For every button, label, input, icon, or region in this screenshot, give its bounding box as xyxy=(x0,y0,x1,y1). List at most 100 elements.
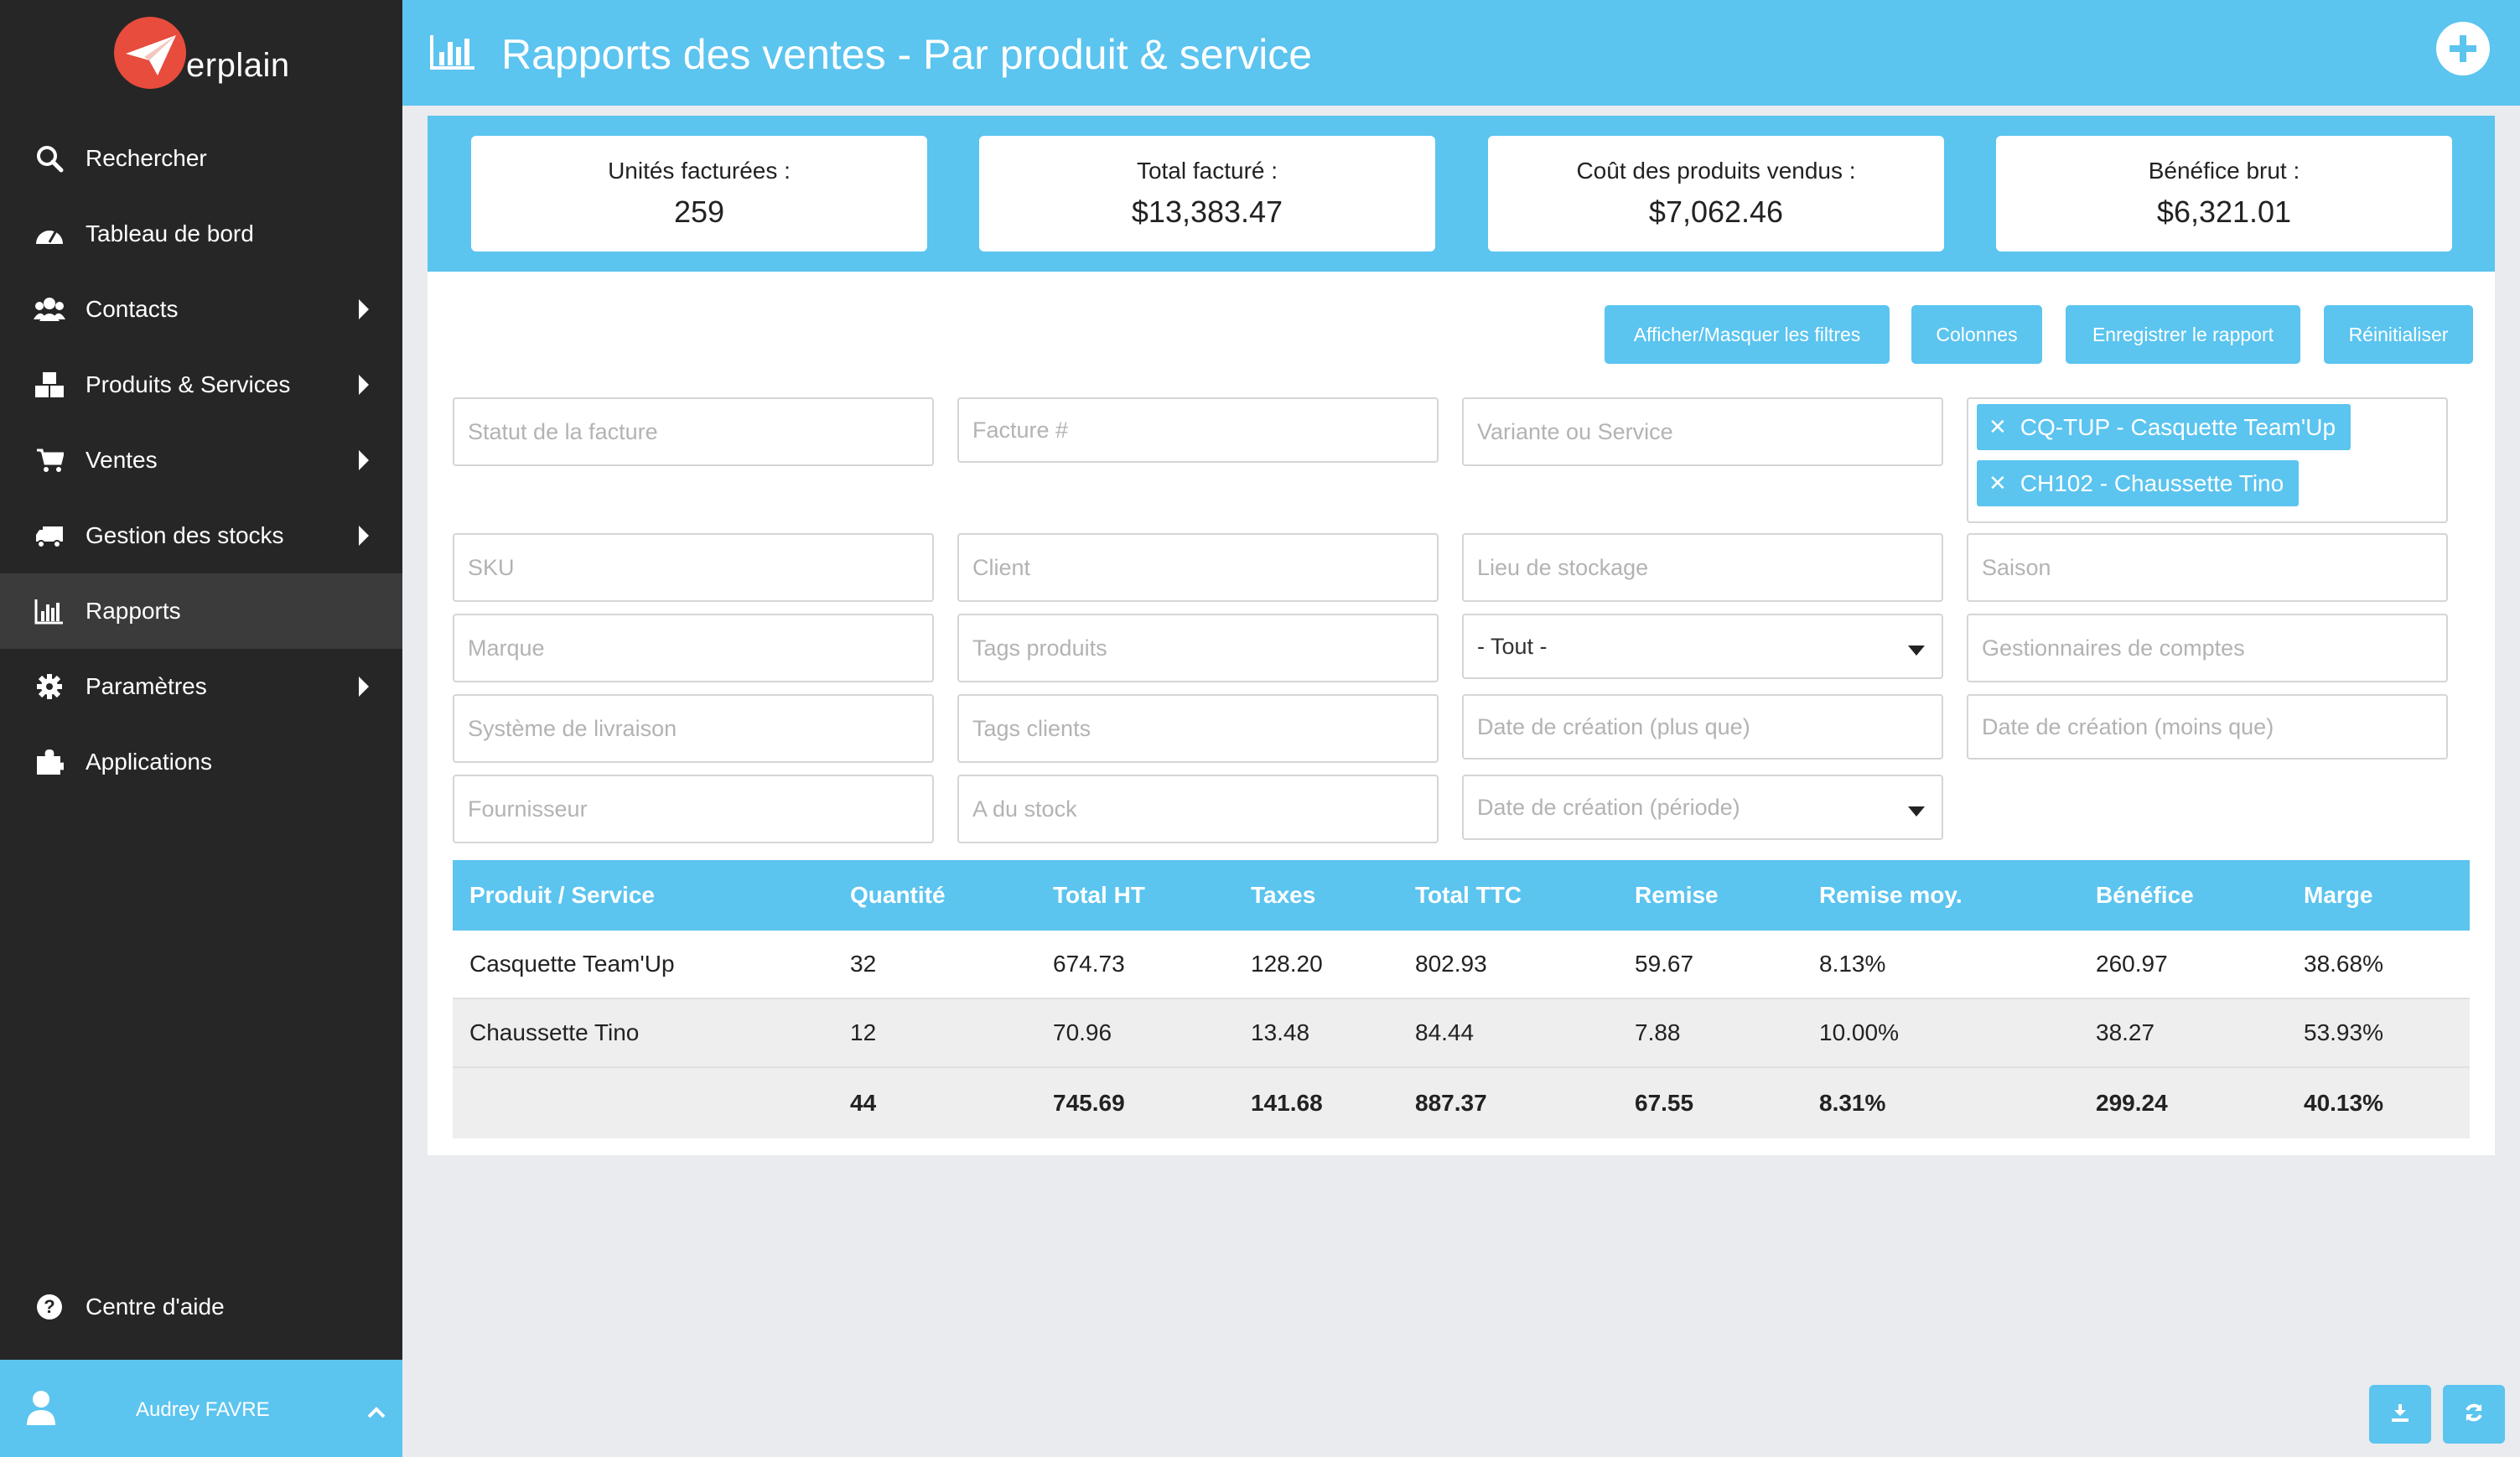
chevron-right-icon xyxy=(359,375,369,395)
sidebar-item-rapports[interactable]: Rapports xyxy=(0,573,402,649)
stat-units-invoiced: Unités facturées : 259 xyxy=(471,136,927,251)
client-field[interactable]: Client xyxy=(957,533,1439,602)
stats-band: Unités facturées : 259 Total facturé : $… xyxy=(428,116,2495,272)
users-icon xyxy=(34,293,65,325)
in-stock-field[interactable]: A du stock xyxy=(957,775,1439,843)
sidebar-item-rechercher[interactable]: Rechercher xyxy=(0,121,402,196)
stat-cost-of-goods: Coût des produits vendus : $7,062.46 xyxy=(1488,136,1944,251)
total-margin: 40.13% xyxy=(2304,1090,2383,1116)
sidebar-nav: Rechercher Tableau de bord Contacts Prod… xyxy=(0,121,402,800)
search-icon xyxy=(34,143,65,174)
cell-avg-discount: 10.00% xyxy=(1819,1019,1899,1045)
reset-button[interactable]: Réinitialiser xyxy=(2324,305,2473,364)
tag-label: CQ-TUP - Casquette Team'Up xyxy=(2020,413,2336,440)
created-period-select[interactable]: Date de création (période) xyxy=(1462,775,1943,840)
all-select[interactable]: - Tout - xyxy=(1462,614,1943,679)
product-selector-field[interactable]: ✕ CQ-TUP - Casquette Team'Up ✕ CH102 - C… xyxy=(1967,397,2448,523)
table-row[interactable]: Casquette Team'Up 32 674.73 128.20 802.9… xyxy=(453,931,2470,999)
table-header: Produit / Service Quantité Total HT Taxe… xyxy=(453,860,2470,931)
variant-service-field[interactable]: Variante ou Service xyxy=(1462,397,1943,466)
refresh-icon xyxy=(2463,1402,2485,1428)
sidebar-item-produits-services[interactable]: Produits & Services xyxy=(0,347,402,423)
total-quantity: 44 xyxy=(850,1090,877,1116)
total-taxes: 141.68 xyxy=(1251,1090,1323,1116)
column-header-taxes[interactable]: Taxes xyxy=(1251,882,1316,908)
invoice-status-field[interactable]: Statut de la facture xyxy=(453,397,934,466)
cell-margin: 53.93% xyxy=(2304,1019,2383,1045)
page-title: Rapports des ventes - Par produit & serv… xyxy=(501,31,1313,78)
sidebar-item-tableau-de-bord[interactable]: Tableau de bord xyxy=(0,196,402,272)
column-header-discount[interactable]: Remise xyxy=(1635,882,1719,908)
stat-label: Bénéfice brut : xyxy=(2148,158,2300,184)
delivery-system-field[interactable]: Système de livraison xyxy=(453,694,934,763)
column-header-avg-discount[interactable]: Remise moy. xyxy=(1819,882,1963,908)
download-button[interactable] xyxy=(2369,1385,2431,1444)
cell-profit: 260.97 xyxy=(2096,951,2168,977)
help-center-label: Centre d'aide xyxy=(86,1294,225,1320)
cell-quantity: 32 xyxy=(850,951,877,977)
puzzle-icon xyxy=(34,746,65,778)
column-header-total-ttc[interactable]: Total TTC xyxy=(1415,882,1522,908)
remove-tag-icon[interactable]: ✕ xyxy=(1989,470,2007,495)
created-before-field[interactable]: Date de création (moins que) xyxy=(1967,694,2448,760)
chevron-right-icon xyxy=(359,526,369,546)
sidebar-item-contacts[interactable]: Contacts xyxy=(0,272,402,347)
stat-value: $7,062.46 xyxy=(1648,194,1784,229)
season-field[interactable]: Saison xyxy=(1967,533,2448,602)
product-tags-field[interactable]: Tags produits xyxy=(957,614,1439,682)
account-managers-field[interactable]: Gestionnaires de comptes xyxy=(1967,614,2448,682)
storage-location-field[interactable]: Lieu de stockage xyxy=(1462,533,1943,602)
stat-label: Unités facturées : xyxy=(608,158,791,184)
question-circle-icon: ? xyxy=(34,1291,65,1323)
dashboard-icon xyxy=(34,218,65,250)
table-row[interactable]: Chaussette Tino 12 70.96 13.48 84.44 7.8… xyxy=(453,999,2470,1068)
sidebar-item-label: Ventes xyxy=(86,447,158,473)
gear-icon xyxy=(34,671,65,703)
total-discount: 67.55 xyxy=(1635,1090,1694,1116)
column-header-profit[interactable]: Bénéfice xyxy=(2096,882,2194,908)
cell-product: Casquette Team'Up xyxy=(469,951,675,977)
cell-taxes: 13.48 xyxy=(1251,1019,1310,1045)
bar-chart-icon xyxy=(429,34,476,75)
sidebar-item-gestion-des-stocks[interactable]: Gestion des stocks xyxy=(0,498,402,573)
column-header-margin[interactable]: Marge xyxy=(2304,882,2373,908)
add-button[interactable] xyxy=(2436,22,2490,75)
column-header-quantity[interactable]: Quantité xyxy=(850,882,946,908)
client-tags-field[interactable]: Tags clients xyxy=(957,694,1439,763)
download-icon xyxy=(2389,1402,2411,1428)
save-report-button[interactable]: Enregistrer le rapport xyxy=(2066,305,2300,364)
invoice-number-field[interactable]: Facture # xyxy=(957,397,1439,463)
user-menu[interactable]: Audrey FAVRE xyxy=(0,1360,402,1457)
remove-tag-icon[interactable]: ✕ xyxy=(1989,414,2007,439)
sidebar-item-label: Rapports xyxy=(86,598,181,624)
paper-plane-logo-icon xyxy=(114,17,186,89)
column-header-product[interactable]: Produit / Service xyxy=(469,882,655,908)
column-header-total-ht[interactable]: Total HT xyxy=(1053,882,1145,908)
cell-quantity: 12 xyxy=(850,1019,877,1045)
help-center-link[interactable]: ? Centre d'aide xyxy=(34,1291,225,1323)
logo[interactable]: erplain xyxy=(114,13,315,89)
sidebar-item-label: Contacts xyxy=(86,296,179,322)
stat-value: $13,383.47 xyxy=(1131,194,1283,229)
stat-value: $6,321.01 xyxy=(2156,194,2292,229)
stat-value: 259 xyxy=(673,194,725,229)
sku-field[interactable]: SKU xyxy=(453,533,934,602)
columns-button[interactable]: Colonnes xyxy=(1911,305,2042,364)
truck-icon xyxy=(34,520,65,552)
refresh-button[interactable] xyxy=(2443,1385,2505,1444)
cell-margin: 38.68% xyxy=(2304,951,2383,977)
sidebar-item-applications[interactable]: Applications xyxy=(0,724,402,800)
supplier-field[interactable]: Fournisseur xyxy=(453,775,934,843)
user-icon xyxy=(25,1390,57,1433)
created-after-field[interactable]: Date de création (plus que) xyxy=(1462,694,1943,760)
brand-field[interactable]: Marque xyxy=(453,614,934,682)
sidebar-item-ventes[interactable]: Ventes xyxy=(0,423,402,498)
user-name: Audrey FAVRE xyxy=(136,1398,270,1421)
sidebar-item-parametres[interactable]: Paramètres xyxy=(0,649,402,724)
select-placeholder: Date de création (période) xyxy=(1477,794,1740,820)
selected-product-tag[interactable]: ✕ CH102 - Chaussette Tino xyxy=(1977,460,2300,506)
toggle-filters-button[interactable]: Afficher/Masquer les filtres xyxy=(1605,305,1890,364)
chevron-right-icon xyxy=(359,450,369,470)
selected-product-tag[interactable]: ✕ CQ-TUP - Casquette Team'Up xyxy=(1977,404,2351,450)
cart-icon xyxy=(34,444,65,476)
